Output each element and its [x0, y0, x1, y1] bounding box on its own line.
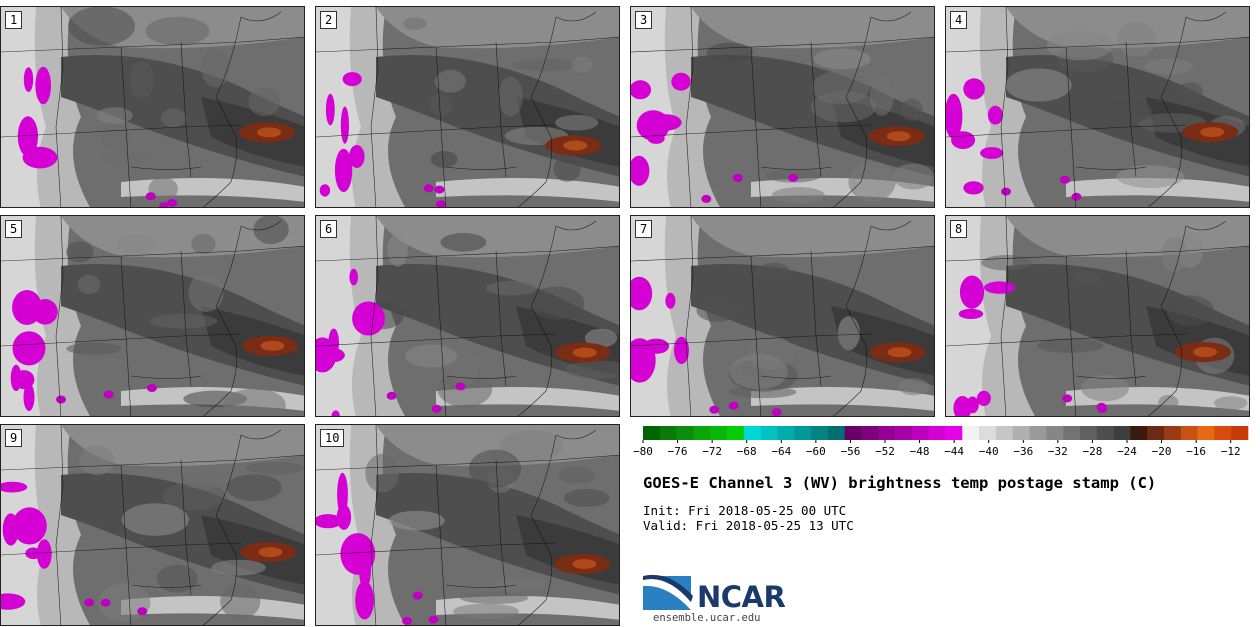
colorbar-swatch — [1147, 426, 1165, 440]
colorbar-swatch — [1029, 426, 1047, 440]
panel-number-label: 8 — [950, 220, 968, 238]
colorbar-swatch — [659, 426, 677, 440]
colorbar-tick-label: −16 — [1186, 445, 1206, 458]
water-vapor-map — [1, 425, 304, 625]
colorbar-tick-label: −32 — [1048, 445, 1068, 458]
water-vapor-map — [316, 425, 619, 625]
colorbar-tick-label: −24 — [1117, 445, 1137, 458]
colorbar-tick-label: −64 — [771, 445, 791, 458]
colorbar-swatch — [878, 426, 896, 440]
colorbar-swatch — [1180, 426, 1198, 440]
panel-number-label: 7 — [635, 220, 653, 238]
panel-number-label: 9 — [5, 429, 23, 447]
colorbar-swatch — [895, 426, 913, 440]
colorbar-swatch — [760, 426, 778, 440]
colorbar-tick-label: −48 — [910, 445, 930, 458]
colorbar-swatch — [1079, 426, 1098, 440]
water-vapor-map — [946, 216, 1249, 416]
colorbar-swatch — [1063, 426, 1081, 440]
colorbar-tick-label: −20 — [1152, 445, 1172, 458]
colorbar-swatch — [1163, 426, 1182, 440]
colorbar-swatch — [1197, 426, 1215, 440]
colorbar-swatch — [945, 426, 963, 440]
colorbar-swatch — [794, 426, 812, 440]
colorbar: −80 −76 −72 −68 −64 −60 −56 −52 −48 −44 −40 −36 −32 −… — [633, 426, 1249, 458]
colorbar-swatch — [693, 426, 711, 440]
colorbar-tick-label: −36 — [1013, 445, 1033, 458]
colorbar-swatch — [1012, 426, 1030, 440]
panel-number-label: 1 — [5, 11, 23, 29]
postage-stamp-panel: 1 — [0, 6, 305, 208]
colorbar-swatch — [844, 426, 862, 440]
postage-stamp-panel: 8 — [945, 215, 1250, 417]
colorbar-swatch — [861, 426, 879, 440]
postage-stamp-panel: 3 — [630, 6, 935, 208]
postage-stamp-panel: 10 — [315, 424, 620, 626]
colorbar-tick-label: −80 — [633, 445, 653, 458]
colorbar-swatch — [727, 426, 745, 440]
init-time: Init: Fri 2018-05-25 00 UTC — [643, 503, 847, 518]
valid-time: Valid: Fri 2018-05-25 13 UTC — [643, 518, 854, 533]
colorbar-swatch — [743, 426, 761, 440]
panel-number-label: 5 — [5, 220, 23, 238]
chart-title: GOES-E Channel 3 (WV) brightness temp po… — [643, 474, 1157, 492]
colorbar-swatch — [1214, 426, 1232, 440]
colorbar-tick-label: −60 — [806, 445, 826, 458]
postage-stamp-panel: 7 — [630, 215, 935, 417]
water-vapor-map — [1, 216, 304, 416]
colorbar-swatch — [1130, 426, 1148, 440]
colorbar-tick-label: −40 — [979, 445, 999, 458]
panel-number-label: 3 — [635, 11, 653, 29]
colorbar-swatch — [1113, 426, 1131, 440]
colorbar-tick-label: −28 — [1082, 445, 1102, 458]
postage-stamp-panel: 9 — [0, 424, 305, 626]
colorbar-swatch — [710, 426, 728, 440]
water-vapor-map — [316, 216, 619, 416]
water-vapor-map — [316, 7, 619, 207]
colorbar-swatch — [962, 426, 980, 440]
colorbar-swatch — [995, 426, 1014, 440]
colorbar-tick-label: −68 — [737, 445, 757, 458]
panel-number-label: 4 — [950, 11, 968, 29]
colorbar-tick-label: −72 — [702, 445, 722, 458]
panel-number-label: 10 — [320, 429, 345, 447]
colorbar-swatch — [979, 426, 997, 440]
colorbar-swatch — [1096, 426, 1114, 440]
colorbar-swatch — [676, 426, 694, 440]
panel-number-label: 6 — [320, 220, 338, 238]
panel-number-label: 2 — [320, 11, 338, 29]
ncar-logo-text: NCAR — [697, 580, 786, 614]
postage-stamp-panel: 5 — [0, 215, 305, 417]
postage-stamp-panel: 2 — [315, 6, 620, 208]
colorbar-tick-label: −56 — [840, 445, 860, 458]
colorbar-swatch — [1046, 426, 1064, 440]
colorbar-tick-label: −52 — [875, 445, 895, 458]
water-vapor-map — [631, 7, 934, 207]
colorbar-swatch — [811, 426, 829, 440]
colorbar-swatch — [1231, 426, 1249, 440]
colorbar-swatch — [911, 426, 929, 440]
water-vapor-map — [946, 7, 1249, 207]
colorbar-tick-label: −12 — [1221, 445, 1241, 458]
water-vapor-map — [631, 216, 934, 416]
colorbar-swatch — [827, 426, 845, 440]
water-vapor-map — [1, 7, 304, 207]
site-url: ensemble.ucar.edu — [653, 612, 761, 624]
colorbar-swatch — [928, 426, 946, 440]
colorbar-tick-label: −44 — [944, 445, 964, 458]
colorbar-tick-label: −76 — [668, 445, 688, 458]
postage-stamp-panel: 4 — [945, 6, 1250, 208]
colorbar-swatch — [777, 426, 795, 440]
colorbar-swatch — [643, 426, 661, 440]
postage-stamp-panel: 6 — [315, 215, 620, 417]
ncar-logo-icon — [643, 574, 693, 610]
